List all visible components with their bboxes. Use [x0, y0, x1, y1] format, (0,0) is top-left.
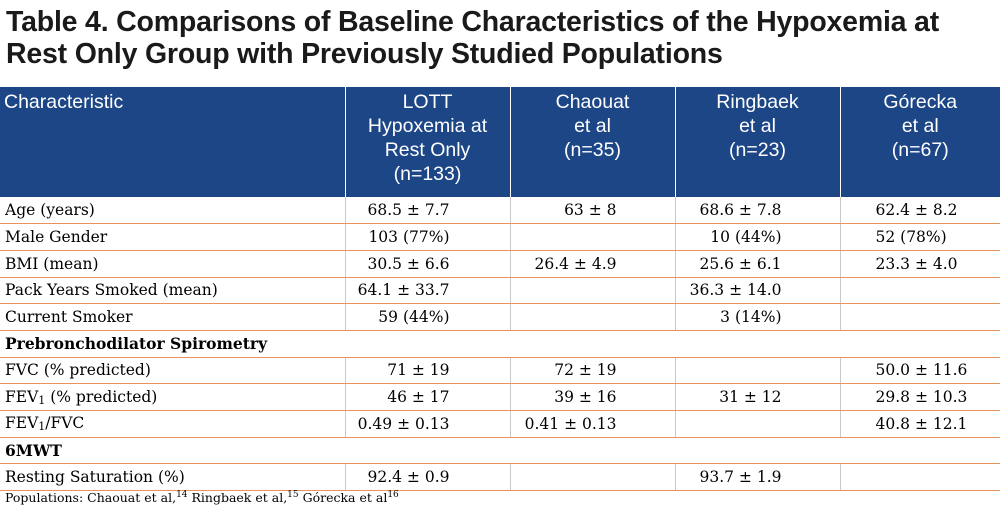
footnote-item: Górecka et al — [298, 490, 388, 505]
footnote: Populations: Chaouat et al,14 Ringbaek e… — [5, 490, 399, 505]
row-label: BMI (mean) — [0, 250, 346, 278]
cell-gorecka: 62.4 ± 8.2 — [840, 197, 1000, 225]
header-line: et al — [574, 115, 611, 137]
label-text: /FVC — [45, 414, 85, 433]
cell-chaouat: 63 ± 8 — [510, 197, 676, 225]
cell-gorecka: 50.0 ± 11.6 — [840, 357, 1000, 385]
label-text: (% predicted) — [45, 387, 158, 406]
comparison-table: Characteristic LOTT Hypoxemia at Rest On… — [0, 87, 1000, 492]
header-ringbaek: Ringbaek et al (n=23) — [675, 87, 841, 197]
section-row-6mwt: 6MWT — [0, 437, 1000, 465]
table-row-male: Male Gender 103 (77%) 10 (44%) 52 (78%) — [0, 223, 1000, 251]
row-label: Male Gender — [0, 223, 346, 251]
header-lott: LOTT Hypoxemia at Rest Only (n=133) — [345, 87, 511, 197]
cell-ringbaek — [675, 410, 841, 438]
row-label: Age (years) — [0, 197, 346, 225]
cell-chaouat: 39 ± 16 — [510, 383, 676, 411]
label-text: FEV — [5, 387, 39, 406]
cell-ringbaek — [675, 357, 841, 385]
header-line: (n=133) — [393, 163, 462, 185]
header-line: et al — [739, 115, 776, 137]
cell-chaouat: 0.41 ± 0.13 — [510, 410, 676, 438]
cell-ringbaek: 25.6 ± 6.1 — [675, 250, 841, 278]
cell-lott: 0.49 ± 0.13 — [345, 410, 511, 438]
cell-lott: 92.4 ± 0.9 — [345, 463, 511, 492]
footnote-ref: 16 — [387, 490, 399, 500]
row-label: Resting Saturation (%) — [0, 463, 346, 492]
row-label: FVC (% predicted) — [0, 357, 346, 385]
cell-chaouat — [510, 303, 676, 331]
cell-ringbaek: 68.6 ± 7.8 — [675, 197, 841, 225]
header-line: Chaouat — [555, 91, 630, 113]
cell-lott: 64.1 ± 33.7 — [345, 277, 511, 305]
label-subscript: 1 — [38, 393, 46, 407]
header-line: LOTT — [402, 91, 453, 113]
cell-ringbaek: 93.7 ± 1.9 — [675, 463, 841, 492]
footnote-ref: 14 — [176, 490, 188, 500]
table-row-fev1: FEV1 (% predicted) 46 ± 17 39 ± 16 31 ± … — [0, 383, 1000, 411]
section-row-spirometry: Prebronchodilator Spirometry — [0, 330, 1000, 358]
section-heading: 6MWT — [0, 437, 1000, 465]
table-header-row: Characteristic LOTT Hypoxemia at Rest On… — [0, 87, 1000, 197]
row-label: Pack Years Smoked (mean) — [0, 277, 346, 305]
cell-gorecka — [840, 277, 1000, 305]
table-row-current-smoker: Current Smoker 59 (44%) 3 (14%) — [0, 303, 1000, 331]
footnote-item: Ringbaek et al, — [187, 490, 288, 505]
header-gorecka: Górecka et al (n=67) — [840, 87, 1000, 197]
cell-chaouat — [510, 277, 676, 305]
header-line: (n=35) — [564, 139, 621, 161]
row-label: Current Smoker — [0, 303, 346, 331]
footnote-item: Chaouat et al, — [87, 490, 177, 505]
footnote-ref: 15 — [287, 490, 299, 500]
header-line: (n=23) — [729, 139, 786, 161]
cell-ringbaek: 10 (44%) — [675, 223, 841, 251]
header-line: Górecka — [883, 91, 958, 113]
cell-chaouat: 72 ± 19 — [510, 357, 676, 385]
cell-lott: 68.5 ± 7.7 — [345, 197, 511, 225]
label-text: FEV — [5, 414, 39, 433]
row-label: FEV1/FVC — [0, 410, 346, 438]
cell-chaouat — [510, 223, 676, 251]
cell-gorecka: 29.8 ± 10.3 — [840, 383, 1000, 411]
table-row-fev1-fvc: FEV1/FVC 0.49 ± 0.13 0.41 ± 0.13 40.8 ± … — [0, 410, 1000, 438]
table-row-resting-saturation: Resting Saturation (%) 92.4 ± 0.9 93.7 ±… — [0, 463, 1000, 492]
section-heading: Prebronchodilator Spirometry — [0, 330, 1000, 358]
table-row-fvc: FVC (% predicted) 71 ± 19 72 ± 19 50.0 ±… — [0, 357, 1000, 385]
header-line: (n=67) — [891, 139, 949, 161]
cell-lott: 71 ± 19 — [345, 357, 511, 385]
cell-lott: 103 (77%) — [345, 223, 511, 251]
cell-ringbaek: 31 ± 12 — [675, 383, 841, 411]
header-line: Rest Only — [384, 139, 471, 161]
table-row-bmi: BMI (mean) 30.5 ± 6.6 26.4 ± 4.9 25.6 ± … — [0, 250, 1000, 278]
cell-ringbaek: 3 (14%) — [675, 303, 841, 331]
table-row-age: Age (years) 68.5 ± 7.7 63 ± 8 68.6 ± 7.8… — [0, 197, 1000, 225]
cell-gorecka — [840, 303, 1000, 331]
header-line: Hypoxemia at — [367, 115, 488, 137]
cell-lott: 59 (44%) — [345, 303, 511, 331]
cell-ringbaek: 36.3 ± 14.0 — [675, 277, 841, 305]
cell-lott: 30.5 ± 6.6 — [345, 250, 511, 278]
table-title: Table 4. Comparisons of Baseline Charact… — [6, 6, 939, 70]
cell-chaouat — [510, 463, 676, 492]
header-characteristic: Characteristic — [0, 87, 346, 197]
footnote-prefix: Populations: — [5, 490, 88, 505]
row-label: FEV1 (% predicted) — [0, 383, 346, 411]
label-subscript: 1 — [38, 420, 46, 434]
header-chaouat: Chaouat et al (n=35) — [510, 87, 676, 197]
cell-gorecka: 40.8 ± 12.1 — [840, 410, 1000, 438]
cell-gorecka: 23.3 ± 4.0 — [840, 250, 1000, 278]
table-row-pack-years: Pack Years Smoked (mean) 64.1 ± 33.7 36.… — [0, 277, 1000, 305]
cell-gorecka — [840, 463, 1000, 492]
header-line: et al — [901, 115, 939, 137]
cell-gorecka: 52 (78%) — [840, 223, 1000, 251]
cell-chaouat: 26.4 ± 4.9 — [510, 250, 676, 278]
header-line: Ringbaek — [716, 91, 799, 113]
cell-lott: 46 ± 17 — [345, 383, 511, 411]
